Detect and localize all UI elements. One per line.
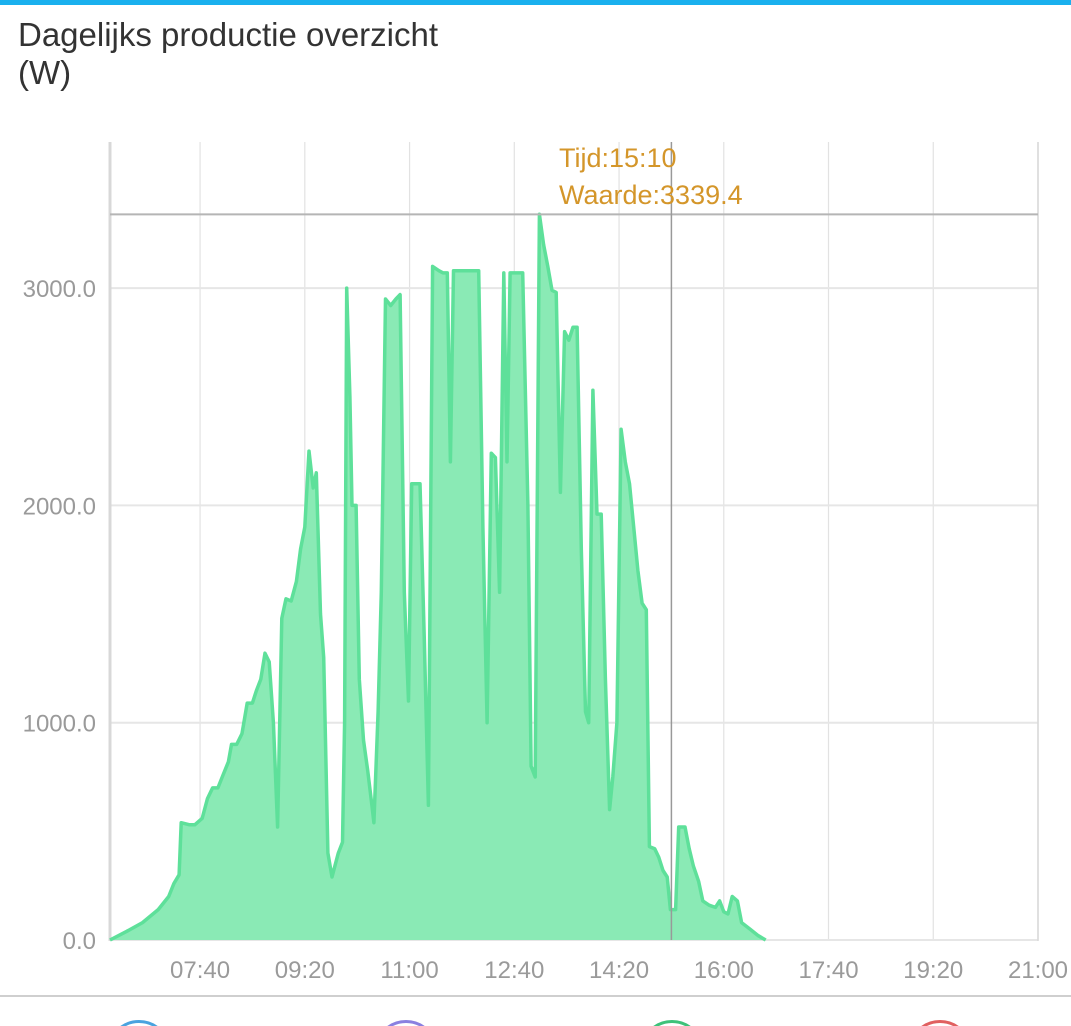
svg-text:19:20: 19:20 (903, 957, 963, 984)
chart-title-line2: (W) (18, 54, 72, 91)
svg-text:07:40: 07:40 (170, 957, 230, 984)
svg-text:16:00: 16:00 (694, 957, 754, 984)
chart-title-line1: Dagelijks productie overzicht (18, 16, 439, 53)
y-axis-labels: 0.0 1000.0 2000.0 3000.0 (23, 276, 96, 955)
tooltip-time: Tijd:15:10 (559, 143, 677, 173)
production-line (109, 212, 767, 942)
nav-ring-blue-icon[interactable] (107, 1020, 171, 1026)
svg-text:14:20: 14:20 (589, 957, 649, 984)
svg-text:17:40: 17:40 (798, 957, 858, 984)
svg-text:1000.0: 1000.0 (23, 711, 96, 738)
svg-text:11:00: 11:00 (380, 957, 438, 984)
x-axis-labels: 07:40 09:20 11:00 12:40 14:20 16:00 17:40 19:20… (170, 957, 1068, 984)
svg-text:0.0: 0.0 (63, 928, 96, 955)
tooltip-value: Waarde:3339.4 (559, 180, 743, 210)
svg-text:21:00: 21:00 (1008, 957, 1068, 984)
section-divider (0, 995, 1071, 997)
production-chart[interactable]: 0.0 1000.0 2000.0 3000.0 07:40 09:20 11:00 12:… (0, 0, 1071, 1000)
top-accent-bar (0, 0, 1071, 5)
nav-ring-purple-icon[interactable] (374, 1020, 438, 1026)
chart-canvas[interactable]: 0.0 1000.0 2000.0 3000.0 07:40 09:20 11:00 12:… (0, 0, 1071, 1000)
nav-ring-green-icon[interactable] (640, 1020, 704, 1026)
bottom-nav (0, 1015, 1071, 1026)
svg-text:09:20: 09:20 (275, 957, 335, 984)
svg-text:3000.0: 3000.0 (23, 276, 96, 303)
production-area (110, 214, 766, 941)
chart-title: Dagelijks productie overzicht (W) (18, 16, 438, 92)
svg-text:2000.0: 2000.0 (23, 493, 96, 520)
svg-text:12:40: 12:40 (484, 957, 544, 984)
nav-ring-red-icon[interactable] (908, 1020, 972, 1026)
